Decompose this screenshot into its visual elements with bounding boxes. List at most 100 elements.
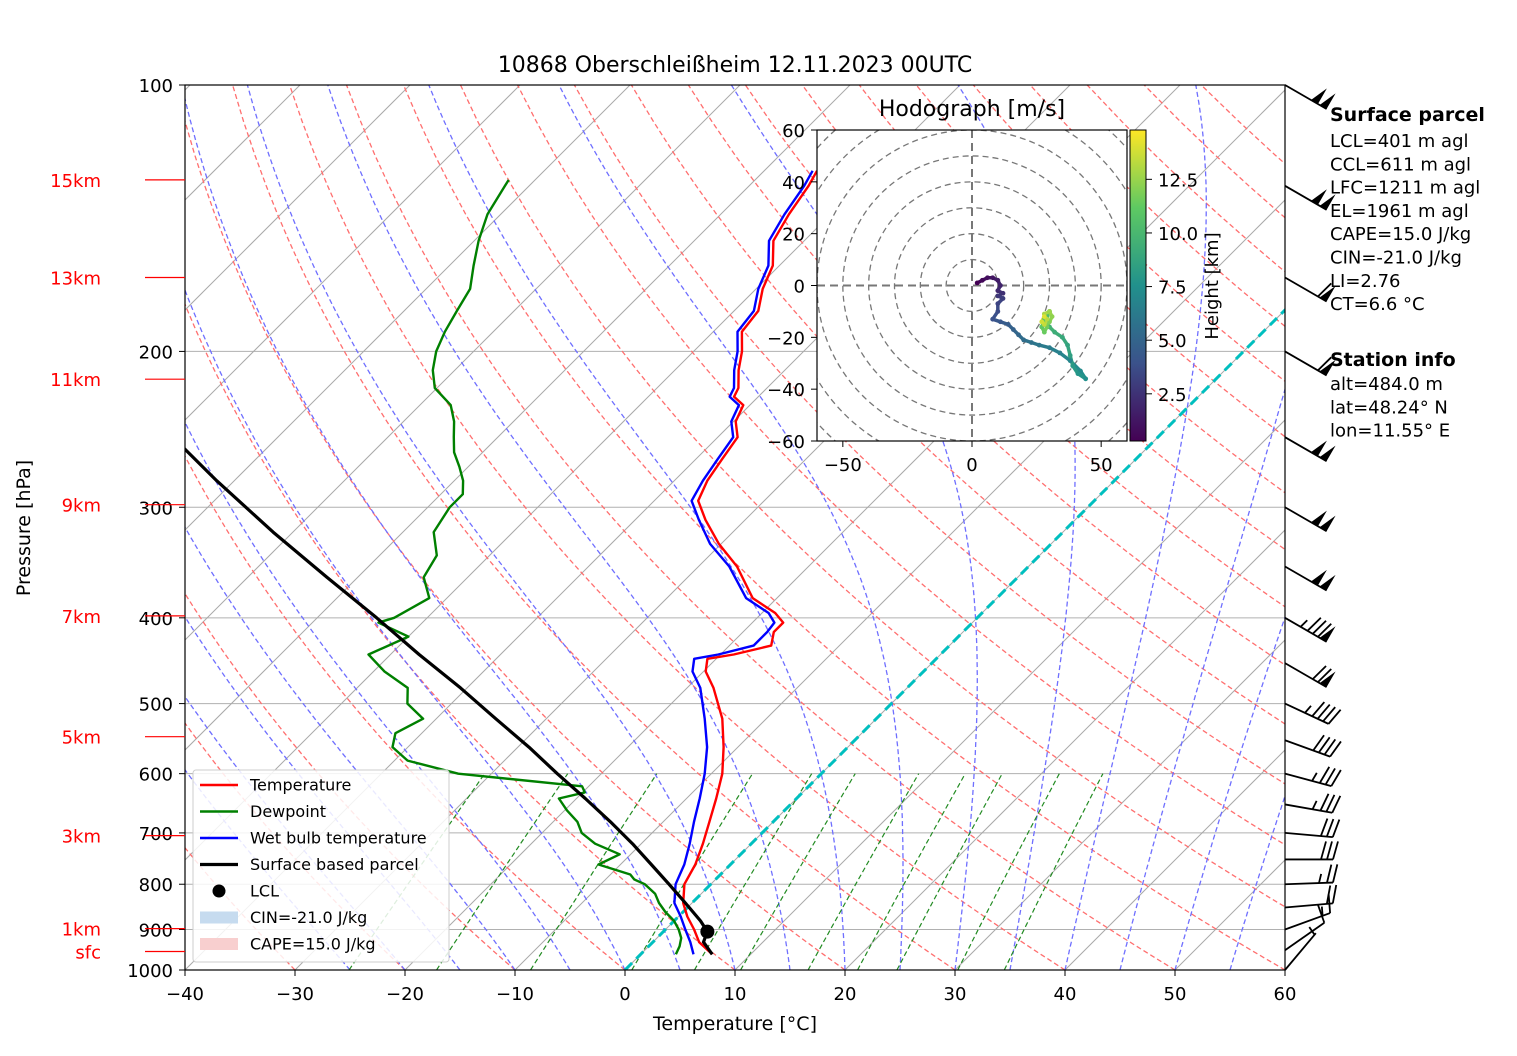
wind-barb-full: [1306, 617, 1322, 632]
hodograph-y-tick-label: 20: [782, 225, 805, 246]
wind-barb-flag: [1310, 440, 1327, 457]
y-tick-label: 800: [139, 875, 173, 896]
legend-label: Temperature: [249, 776, 351, 795]
moist-adiabat: [1064, 85, 1207, 970]
dry-adiabat: [185, 118, 846, 970]
hodograph-point: [1041, 314, 1047, 319]
height-label: sfc: [75, 942, 101, 963]
hodograph-y-tick-label: −20: [767, 328, 805, 349]
x-tick-label: 30: [944, 984, 967, 1005]
moist-adiabat: [185, 96, 681, 970]
dry-adiabat: [573, 85, 1285, 785]
wind-barb: [1284, 436, 1336, 462]
surface-parcel-line: [185, 446, 714, 956]
wind-barb-flag: [1319, 93, 1336, 109]
x-tick-label: −20: [386, 984, 424, 1005]
moist-adiabat: [1229, 794, 1285, 970]
wind-barb-full: [1323, 738, 1337, 756]
hodograph-point: [995, 301, 1001, 307]
legend-swatch-patch: [200, 938, 238, 950]
wind-barb-full: [1324, 767, 1336, 785]
height-label: 11km: [50, 370, 101, 391]
surface-parcel-title: Surface parcel: [1330, 104, 1485, 126]
dry-adiabat: [185, 592, 516, 970]
hodograph-y-tick-label: 40: [782, 173, 805, 194]
colorbar-tick-label: 12.5: [1158, 170, 1198, 191]
station-info-line: lat=48.24° N: [1330, 397, 1448, 418]
hodograph-y-tick-label: 60: [782, 121, 805, 142]
wind-barb-full: [1331, 795, 1342, 814]
wind-barb: [1284, 565, 1336, 592]
hodograph-point: [990, 316, 996, 322]
hodograph-point: [995, 288, 1001, 294]
wind-barb: [1284, 766, 1342, 787]
height-label: 13km: [50, 268, 101, 289]
wind-barb-staff: [1284, 803, 1333, 814]
moist-adiabat: [246, 85, 736, 970]
wind-barb-full: [1317, 623, 1332, 638]
wind-barb-staff: [1284, 902, 1333, 909]
surface-parcel-line: EL=1961 m agl: [1330, 201, 1469, 222]
station-info-line: lon=11.55° E: [1330, 421, 1450, 442]
legend-label: CIN=-21.0 J/kg: [250, 908, 367, 927]
wind-barb-full: [1329, 740, 1342, 758]
wind-barb-flag: [1319, 671, 1336, 688]
x-tick-label: 60: [1274, 984, 1297, 1005]
y-axis-label: Pressure [hPa]: [13, 460, 35, 596]
hodograph-point: [1047, 345, 1052, 351]
mixing-ratio-line: [530, 773, 658, 970]
legend-swatch-dot: [212, 884, 226, 898]
wind-barb-half: [1304, 705, 1312, 714]
hodograph-ring: [893, 207, 1051, 364]
isotherm-line: [954, 639, 1285, 970]
hodograph-point: [1016, 332, 1021, 338]
wind-barb-half: [1311, 800, 1318, 810]
isotherm-line: [185, 85, 851, 751]
isotherm-line: [1064, 749, 1285, 970]
height-label: 1km: [62, 920, 101, 941]
wind-barb-full: [1317, 904, 1326, 924]
surface-parcel-line: LFC=1211 m agl: [1330, 178, 1480, 199]
hodograph-point: [1083, 376, 1089, 382]
y-tick-label: 700: [139, 824, 173, 845]
wind-barb-full: [1317, 668, 1332, 683]
wind-barb: [1285, 841, 1339, 861]
y-tick-label: 600: [139, 765, 173, 786]
hodograph-point: [1057, 350, 1063, 356]
temperature-line: [682, 170, 819, 956]
wind-barb-full: [1330, 769, 1342, 787]
surface-parcel-line: CAPE=15.0 J/kg: [1330, 224, 1471, 245]
hodograph-point: [1021, 337, 1027, 343]
isotherm-line: [185, 85, 521, 421]
hodograph-point: [1075, 371, 1081, 377]
mixing-ratio-line: [693, 773, 813, 970]
dewpoint-line: [367, 179, 683, 955]
wind-barb: [1284, 793, 1342, 814]
hodograph-point: [995, 293, 1001, 299]
dry-adiabat: [231, 85, 956, 970]
hodograph-point: [1052, 329, 1058, 335]
wind-barb-staff: [1284, 702, 1329, 725]
wind-barb-flag: [1319, 359, 1336, 376]
y-tick-label: 200: [139, 342, 173, 363]
hodograph: Hodograph [m/s] −50 0 50 60 40 20 0 −20 −40 −60 2…: [767, 97, 1223, 476]
hodograph-point: [1047, 309, 1052, 314]
dry-adiabat: [288, 85, 1066, 970]
wind-barb-flag: [1319, 626, 1336, 642]
hodograph-ring: [945, 258, 999, 313]
wind-barb-full: [1327, 709, 1342, 725]
hodograph-point: [1005, 321, 1011, 327]
x-tick-label: 0: [619, 984, 630, 1005]
wind-barb-full: [1332, 841, 1339, 860]
hodograph-point: [985, 275, 990, 281]
hodograph-point: [1041, 329, 1047, 335]
moist-adiabat: [185, 288, 626, 970]
hodograph-y-tick-label: −60: [767, 432, 805, 453]
y-tick-label: 900: [139, 921, 173, 942]
wind-barb-full: [1320, 841, 1327, 860]
wind-barb-full: [1312, 620, 1327, 635]
wind-barb-full: [1312, 734, 1325, 752]
moist-adiabat: [558, 85, 904, 970]
hodograph-point: [1029, 340, 1034, 345]
